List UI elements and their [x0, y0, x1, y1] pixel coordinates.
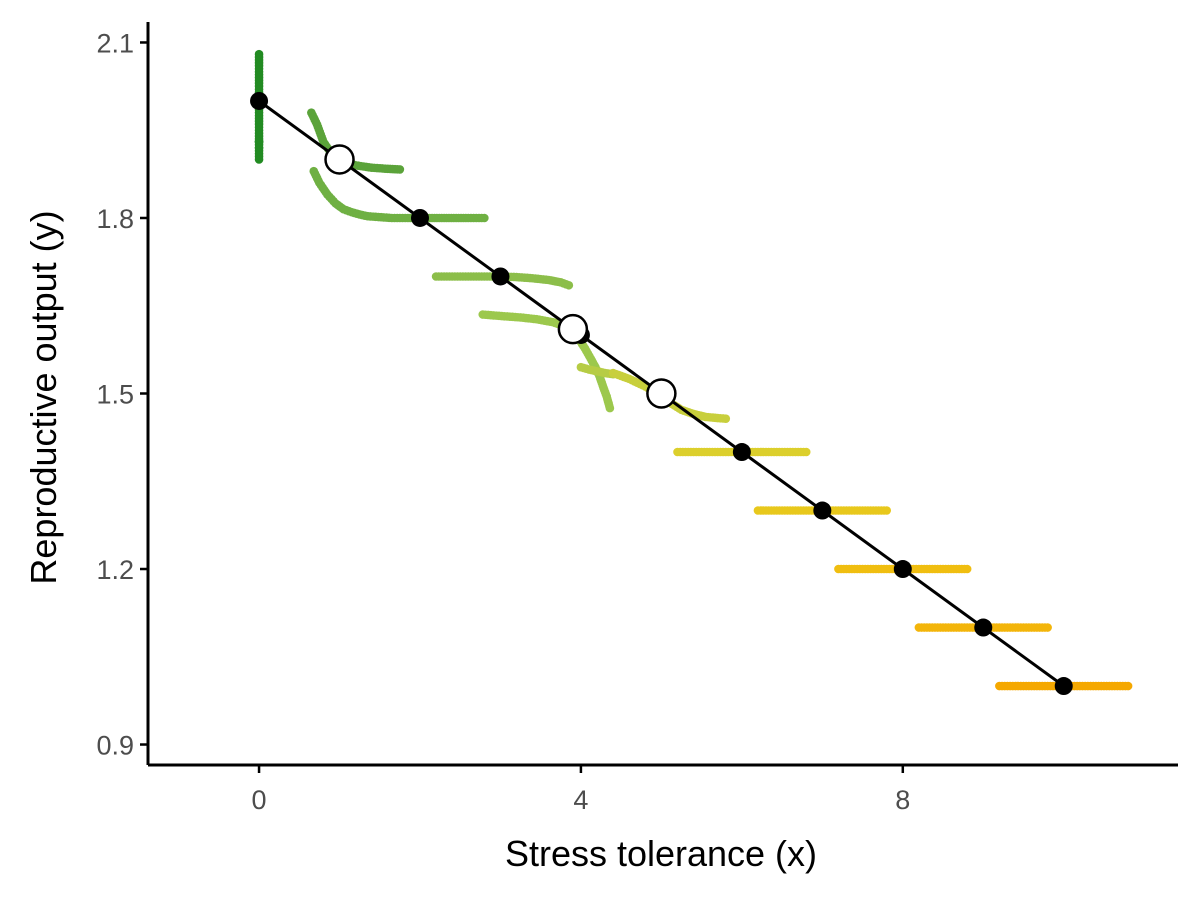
x-tick-label: 4 — [573, 785, 588, 815]
trajectory-1 — [254, 49, 264, 164]
y-tick-label: 0.9 — [96, 731, 134, 761]
y-axis-title: Reproductive output (y) — [23, 210, 64, 584]
filled-point — [974, 618, 993, 637]
filled-point — [813, 501, 832, 520]
trajectory-9 — [753, 506, 892, 515]
trajectory-point — [605, 403, 615, 413]
trajectory-point — [395, 165, 405, 174]
axes: 0 4 8 0.9 1.2 1.5 1.8 2.1 — [96, 22, 1178, 815]
trajectory-point — [564, 280, 574, 290]
trajectory-point — [1043, 623, 1052, 632]
x-tick-label: 0 — [252, 785, 267, 815]
filled-point — [410, 208, 429, 227]
x-ticks: 0 4 8 — [252, 765, 910, 815]
x-axis-title: Stress tolerance (x) — [505, 833, 817, 874]
y-ticks: 0.9 1.2 1.5 1.8 2.1 — [96, 28, 148, 761]
trajectory-point — [1123, 681, 1133, 691]
trajectory-point — [480, 213, 489, 223]
open-point — [324, 144, 355, 175]
trajectory-point — [254, 155, 264, 164]
filled-point — [250, 91, 269, 110]
open-point — [557, 313, 589, 345]
trajectory-12 — [995, 681, 1133, 691]
trajectory-point — [962, 564, 972, 574]
trajectory-point — [801, 447, 811, 457]
filled-point — [732, 443, 751, 462]
y-tick-label: 1.2 — [96, 555, 134, 585]
filled-point — [491, 267, 510, 286]
open-point — [646, 378, 677, 409]
y-tick-label: 1.5 — [96, 380, 134, 410]
points-layer — [250, 91, 1073, 696]
x-tick-label: 8 — [895, 785, 910, 815]
y-tick-label: 1.8 — [96, 204, 134, 234]
filled-point — [1054, 677, 1073, 696]
trajectory-point — [882, 506, 892, 515]
trajectory-point — [721, 414, 731, 423]
filled-point — [893, 560, 912, 579]
y-tick-label: 2.1 — [96, 28, 134, 58]
